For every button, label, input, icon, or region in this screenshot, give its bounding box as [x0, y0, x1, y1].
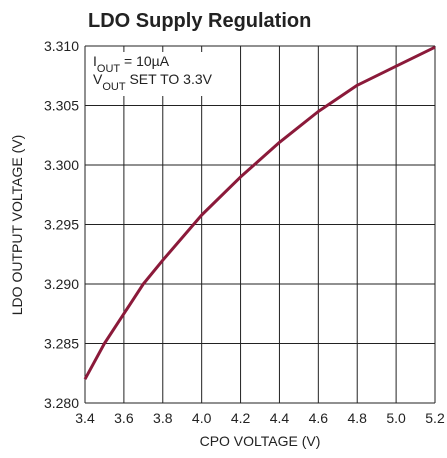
annotation: IOUT = 10µA — [93, 53, 170, 75]
annotation-part: V — [93, 71, 103, 87]
y-tick-label: 3.290 — [44, 276, 79, 292]
y-tick-label: 3.295 — [44, 217, 79, 233]
y-tick-label: 3.280 — [44, 395, 79, 411]
y-tick-label: 3.300 — [44, 157, 79, 173]
x-tick-label: 5.2 — [425, 410, 445, 426]
y-tick-label: 3.285 — [44, 336, 79, 352]
annotation-part: OUT — [102, 81, 126, 93]
x-tick-label: 3.6 — [114, 410, 134, 426]
y-tick-label: 3.305 — [44, 98, 79, 114]
chart-title: LDO Supply Regulation — [88, 10, 311, 32]
y-axis-label: LDO OUTPUT VOLTAGE (V) — [9, 135, 25, 315]
x-tick-label: 4.6 — [309, 410, 329, 426]
x-tick-label: 4.4 — [270, 410, 290, 426]
x-tick-label: 3.8 — [153, 410, 173, 426]
x-axis-label: CPO VOLTAGE (V) — [200, 433, 321, 449]
x-tick-label: 4.2 — [231, 410, 251, 426]
annotation-part: OUT — [97, 63, 121, 75]
x-tick-label: 3.4 — [75, 410, 95, 426]
x-tick-label: 5.0 — [386, 410, 406, 426]
x-tick-label: 4.8 — [347, 410, 367, 426]
annotation-part: = 10µA — [120, 53, 170, 69]
x-tick-label: 4.0 — [192, 410, 212, 426]
data-line — [83, 45, 436, 380]
annotation: VOUT SET TO 3.3V — [93, 71, 213, 93]
annotation-part: I — [93, 53, 97, 69]
annotation-part: SET TO 3.3V — [126, 71, 213, 87]
y-tick-label: 3.310 — [44, 38, 79, 54]
annotation-bg — [87, 52, 237, 96]
